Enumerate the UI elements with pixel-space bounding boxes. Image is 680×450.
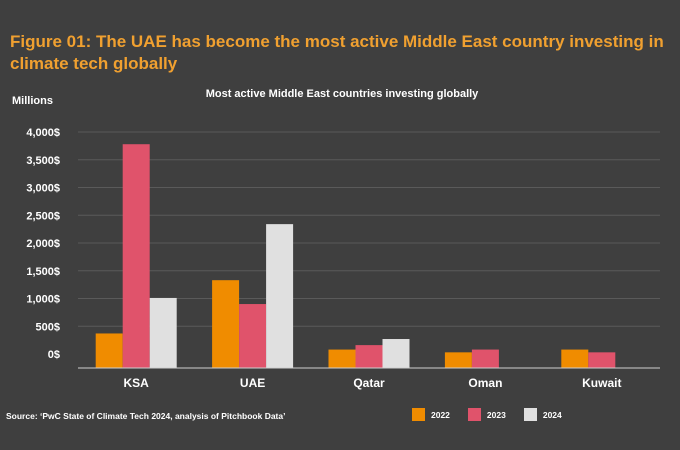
- y-axis-label: Millions: [12, 95, 53, 107]
- y-tick-labels: 0$ 500$ 1,000$ 1,500$ 2,000$ 2,500$ 3,000$ 3,50…: [26, 127, 60, 361]
- bar-oman-2022: [444, 352, 472, 368]
- y-tick-label: 2,500$: [26, 210, 60, 222]
- bar-qatar-2022: [328, 349, 356, 368]
- y-tick-label: 0$: [48, 349, 60, 361]
- category-label-ksa: KSA: [124, 376, 150, 390]
- bar-qatar-2023: [355, 345, 383, 368]
- bar-uae-2022: [212, 280, 240, 368]
- legend-item-2024: 2024: [523, 408, 562, 421]
- bar-kuwait-2023: [588, 352, 616, 368]
- legend-swatch-2023: [467, 408, 481, 421]
- bars: [95, 144, 616, 368]
- bar-uae-2023: [239, 304, 267, 368]
- legend-item-2023: 2023: [467, 408, 506, 421]
- gridlines: [78, 131, 660, 327]
- y-tick-label: 2,000$: [26, 238, 60, 250]
- category-label-oman: Oman: [468, 376, 502, 390]
- y-tick-label: 1,000$: [26, 294, 60, 306]
- category-label-qatar: Qatar: [353, 376, 385, 390]
- category-labels: KSA UAE Qatar Oman Kuwait: [124, 376, 622, 390]
- bar-qatar-2024: [382, 339, 410, 368]
- bar-ksa-2022: [95, 333, 123, 368]
- y-tick-label: 3,500$: [26, 155, 60, 167]
- category-label-uae: UAE: [240, 376, 265, 390]
- bar-kuwait-2022: [561, 349, 589, 368]
- source-note: Source: ‘PwC State of Climate Tech 2024,…: [6, 411, 286, 421]
- y-tick-label: 3,000$: [26, 183, 60, 195]
- bar-oman-2023: [471, 349, 499, 368]
- legend-label-2024: 2024: [542, 409, 562, 420]
- chart-title: Most active Middle East countries invest…: [205, 88, 479, 100]
- legend-swatch-2024: [523, 408, 537, 421]
- y-tick-label: 4,000$: [26, 127, 60, 139]
- bar-ksa-2024: [149, 297, 177, 368]
- category-label-kuwait: Kuwait: [582, 376, 621, 390]
- y-tick-label: 500$: [36, 321, 60, 333]
- figure-title: Figure 01: The UAE has become the most a…: [10, 32, 664, 73]
- legend-swatch-2022: [412, 408, 425, 421]
- bar-uae-2024: [266, 224, 294, 368]
- legend-label-2023: 2023: [486, 409, 506, 420]
- y-tick-label: 1,500$: [26, 266, 60, 278]
- legend: 2022 2023 2024: [412, 408, 580, 421]
- legend-label-2022: 2022: [431, 409, 450, 420]
- legend-item-2022: 2022: [412, 408, 450, 421]
- bar-ksa-2023: [122, 144, 150, 368]
